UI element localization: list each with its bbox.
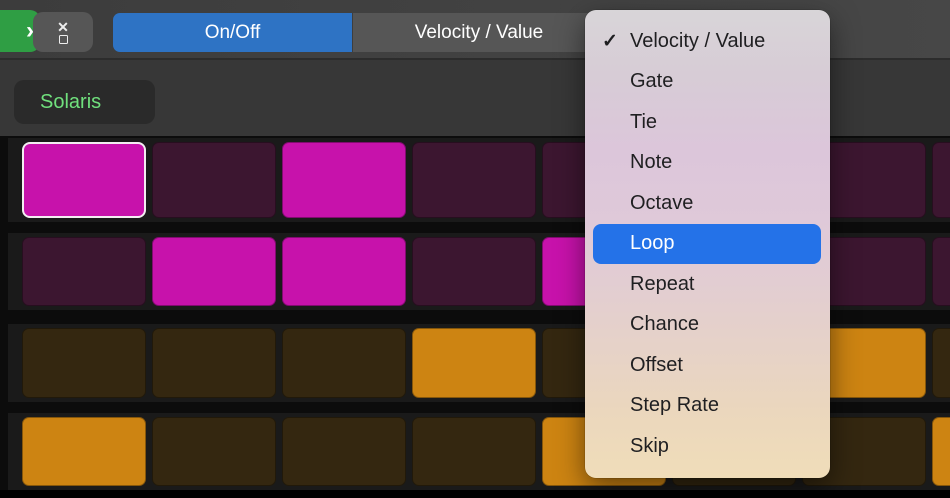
menu-item-label: Loop: [630, 232, 675, 255]
menu-item-velocity-value[interactable]: ✓ Velocity / Value: [585, 21, 830, 62]
step-cell[interactable]: [412, 417, 536, 486]
x-square-icon: ✕: [57, 18, 69, 35]
step-cell[interactable]: [932, 417, 950, 486]
step-cell[interactable]: [282, 328, 406, 398]
menu-item-label: Note: [630, 151, 673, 174]
menu-item-loop[interactable]: Loop: [593, 223, 821, 264]
clear-pattern-button[interactable]: ✕: [33, 12, 93, 52]
menu-item-label: Chance: [630, 313, 699, 336]
menu-item-label: Gate: [630, 70, 674, 93]
menu-item-octave[interactable]: Octave: [585, 183, 830, 224]
menu-item-label: Offset: [630, 353, 683, 376]
menu-item-label: Octave: [630, 191, 694, 214]
menu-item-note[interactable]: Note: [585, 143, 830, 184]
step-cell[interactable]: [932, 237, 950, 306]
step-cell[interactable]: [22, 142, 146, 218]
menu-item-chance[interactable]: Chance: [585, 305, 830, 346]
step-cell[interactable]: [152, 417, 276, 486]
segment-on-off[interactable]: On/Off: [113, 13, 352, 52]
menu-item-label: Step Rate: [630, 394, 719, 417]
step-cell[interactable]: [22, 237, 146, 306]
step-cell[interactable]: [152, 237, 276, 306]
menu-item-tie[interactable]: Tie: [585, 102, 830, 143]
step-cell[interactable]: [152, 328, 276, 398]
menu-item-repeat[interactable]: Repeat: [585, 264, 830, 305]
step-row-1: [8, 138, 950, 222]
step-cell[interactable]: [412, 328, 536, 398]
menu-item-label: Skip: [630, 434, 669, 457]
segment-velocity-value[interactable]: Velocity / Value: [352, 13, 605, 52]
menu-item-offset[interactable]: Offset: [585, 345, 830, 386]
step-cell[interactable]: [282, 417, 406, 486]
chevron-right-icon: ›: [26, 17, 34, 44]
menu-item-label: Velocity / Value: [630, 29, 766, 52]
track-name-label: Solaris: [40, 90, 102, 113]
track-name-chip[interactable]: Solaris: [14, 80, 155, 124]
mode-segmented-control: On/Off Velocity / Value: [113, 13, 605, 52]
menu-item-step-rate[interactable]: Step Rate: [585, 386, 830, 427]
step-cell[interactable]: [22, 328, 146, 398]
dropdown-menu: ✓ Velocity / Value Gate Tie Note Octave Loop Re…: [585, 10, 830, 478]
menu-item-gate[interactable]: Gate: [585, 62, 830, 103]
checkmark-icon: ✓: [602, 30, 618, 52]
step-cell[interactable]: [282, 237, 406, 306]
menu-item-label: Repeat: [630, 272, 695, 295]
step-cell[interactable]: [932, 328, 950, 398]
step-cell[interactable]: [282, 142, 406, 218]
step-cell[interactable]: [152, 142, 276, 218]
step-cell[interactable]: [412, 237, 536, 306]
step-cell[interactable]: [412, 142, 536, 218]
menu-item-skip[interactable]: Skip: [585, 426, 830, 467]
step-cell[interactable]: [22, 417, 146, 486]
bottom-edge: [0, 490, 950, 498]
step-cell[interactable]: [932, 142, 950, 218]
menu-item-label: Tie: [630, 110, 658, 133]
